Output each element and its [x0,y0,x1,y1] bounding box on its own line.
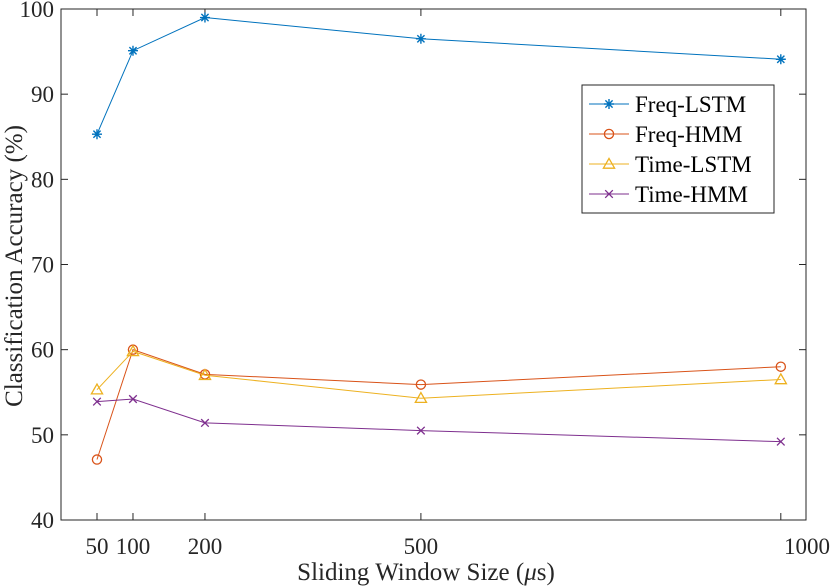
x-tick-label: 1000 [784,534,830,559]
legend-label: Freq-HMM [635,122,742,147]
x-axis-label: Sliding Window Size (μs) [297,559,555,586]
y-tick-label: 40 [31,508,54,533]
legend-label: Time-HMM [635,182,748,207]
data-point-time-lstm [126,344,140,357]
data-point-freq-lstm [415,33,426,44]
legend-marker [604,189,614,199]
y-tick-label: 60 [31,338,54,363]
data-point-time-lstm [774,372,788,385]
series-line-freq-hmm [96,349,781,460]
data-point-freq-lstm [91,129,102,140]
x-tick-label: 500 [404,534,439,559]
x-tick-label: 200 [188,534,223,559]
series-freq-lstm [91,12,786,140]
legend-item-freq-lstm: Freq-LSTM [589,92,746,117]
legend-item-time-hmm: Time-HMM [589,182,748,207]
data-point-freq-hmm [91,454,103,465]
legend-label: Freq-LSTM [635,92,746,117]
data-point-time-lstm [414,391,428,404]
y-tick-label: 100 [20,0,55,22]
y-tick-label: 70 [31,253,54,278]
y-tick-label: 50 [31,423,54,448]
data-point-time-hmm [416,426,426,435]
series-line-time-lstm [96,350,781,399]
series-time-lstm [90,344,788,404]
data-point-freq-lstm [775,54,786,65]
legend-marker [602,157,616,169]
data-point-freq-hmm [415,379,427,390]
legend-marker [604,99,614,109]
y-axis: 40 50 60 70 80 90 100 [20,0,806,533]
data-point-time-hmm [200,418,210,428]
data-point-freq-lstm [199,12,210,23]
series-line-time-hmm [96,398,781,443]
legend-label: Time-LSTM [635,152,752,177]
data-point-time-lstm [198,368,212,381]
data-point-freq-lstm [127,45,138,56]
data-point-freq-hmm [775,361,787,372]
series-layer [90,12,788,465]
data-point-time-hmm [128,394,138,404]
x-tick-label: 100 [116,534,151,559]
x-tick-label: 50 [85,534,108,559]
y-tick-label: 80 [31,167,54,192]
y-tick-label: 90 [31,82,54,107]
legend-marker [603,128,615,140]
series-time-hmm [92,394,786,446]
data-point-time-hmm [92,397,102,406]
data-point-time-hmm [776,437,786,446]
data-point-time-lstm [90,382,104,395]
x-axis: 50 100 200 500 1000 [85,9,830,559]
y-axis-label: Classification Accuracy (%) [1,125,28,407]
legend-box [581,84,775,214]
legend-item-time-lstm: Time-LSTM [589,152,752,177]
legend: Freq-LSTM Freq-HMM Time-LSTM Time-HMM [581,84,775,214]
legend-item-freq-hmm: Freq-HMM [589,122,742,147]
series-freq-hmm [91,344,787,465]
